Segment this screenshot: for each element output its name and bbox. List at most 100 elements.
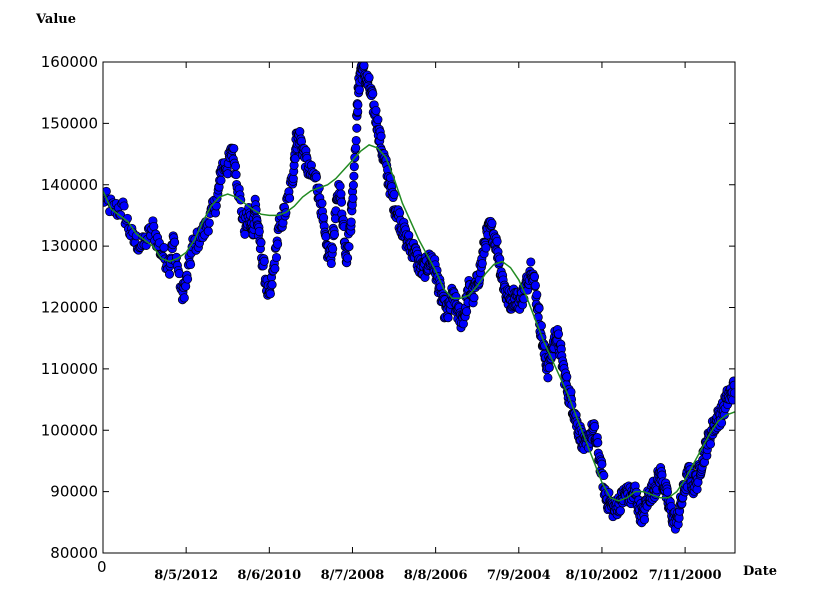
scatter-point bbox=[376, 131, 386, 141]
x-tick-label: 8/8/2006 bbox=[404, 568, 468, 583]
scatter-point bbox=[186, 259, 196, 270]
scatter-point bbox=[295, 127, 305, 137]
y-axis-title: Value bbox=[35, 12, 76, 27]
scatter-point bbox=[348, 193, 358, 203]
scatter-point bbox=[335, 181, 345, 191]
y-tick-label: 130000 bbox=[41, 237, 98, 255]
scatter-point bbox=[329, 229, 340, 239]
scatter-point bbox=[336, 189, 346, 199]
scatter-point bbox=[395, 208, 405, 218]
scatter-point bbox=[534, 303, 544, 313]
scatter-point bbox=[451, 292, 461, 302]
scatter-point bbox=[265, 289, 275, 299]
scatter-point bbox=[149, 221, 159, 232]
scatter-point bbox=[389, 189, 399, 200]
scatter-point bbox=[351, 143, 361, 153]
scatter-point bbox=[597, 459, 607, 469]
scatter-point bbox=[443, 313, 453, 323]
scatter-point bbox=[353, 100, 363, 110]
scatter-point bbox=[256, 238, 266, 248]
x-axis: 8/5/2012 8/6/2010 8/7/2008 8/8/2006 7/9/2004… bbox=[154, 62, 722, 583]
scatter-point bbox=[159, 243, 169, 253]
scatter-point bbox=[487, 218, 497, 228]
scatter-point bbox=[183, 274, 193, 284]
y-tick-label: 100000 bbox=[41, 421, 98, 439]
scatter-point bbox=[164, 269, 175, 279]
scatter-point bbox=[662, 487, 673, 497]
scatter-point bbox=[364, 72, 374, 83]
y-tick-label: 120000 bbox=[41, 299, 98, 317]
y-tick-label: 80000 bbox=[50, 544, 98, 562]
scatter-point bbox=[336, 197, 347, 207]
scatter-point bbox=[267, 280, 277, 290]
x-origin-label: 0 bbox=[97, 558, 107, 576]
scatter-point bbox=[354, 85, 364, 95]
scatter-point bbox=[317, 198, 327, 208]
scatter-point bbox=[729, 380, 735, 390]
y-tick-label: 110000 bbox=[41, 360, 98, 378]
scatter-point bbox=[231, 170, 241, 180]
scatter-point bbox=[328, 244, 338, 254]
scatter-point bbox=[326, 258, 336, 269]
scatter-point bbox=[352, 123, 362, 133]
scatter-point bbox=[346, 217, 356, 227]
scatter-point bbox=[532, 290, 542, 300]
scatter-point bbox=[351, 135, 361, 146]
scatter-point bbox=[229, 143, 239, 154]
scatter-point bbox=[404, 230, 414, 240]
scatter-point bbox=[254, 226, 264, 237]
x-tick-label: 8/7/2008 bbox=[321, 568, 385, 583]
scatter-point bbox=[526, 257, 536, 267]
scatter-point bbox=[119, 201, 129, 211]
scatter-point bbox=[343, 253, 353, 263]
scatter-point bbox=[170, 237, 180, 247]
y-axis: 80000 90000 100000 110000 120000 130000 140000… bbox=[41, 53, 735, 562]
scatter-point bbox=[544, 363, 554, 373]
x-tick-label: 8/6/2010 bbox=[237, 568, 301, 583]
scatter-point bbox=[230, 161, 241, 171]
scatter-point bbox=[529, 272, 540, 282]
y-tick-label: 160000 bbox=[41, 53, 98, 71]
scatter-point bbox=[273, 239, 283, 249]
scatter-point bbox=[311, 172, 321, 182]
scatter-point bbox=[319, 213, 329, 223]
y-tick-label: 140000 bbox=[41, 176, 98, 194]
scatter-point bbox=[359, 62, 369, 71]
scatter-point bbox=[271, 252, 282, 263]
scatter-point bbox=[371, 105, 381, 116]
scatter-point bbox=[204, 218, 214, 228]
scatter-point bbox=[469, 293, 479, 303]
scatter-point bbox=[368, 89, 378, 99]
scatter-point bbox=[203, 226, 213, 236]
scatter-point bbox=[481, 243, 491, 253]
scatter-point bbox=[321, 232, 331, 242]
scatter-point bbox=[590, 422, 600, 432]
scatter-point bbox=[562, 372, 572, 382]
scatter-series bbox=[103, 62, 735, 534]
scatter-point bbox=[543, 373, 553, 383]
scatter-point bbox=[349, 171, 359, 181]
plot-area bbox=[103, 62, 735, 534]
x-tick-label: 8/5/2012 bbox=[154, 568, 218, 583]
scatter-point bbox=[705, 439, 716, 449]
scatter-point bbox=[462, 306, 472, 317]
scatter-point bbox=[593, 438, 603, 448]
x-tick-label: 8/10/2002 bbox=[566, 568, 639, 583]
y-tick-label: 150000 bbox=[41, 114, 98, 132]
scatter-point bbox=[344, 242, 354, 252]
plot-frame bbox=[102, 61, 736, 554]
x-tick-label: 7/9/2004 bbox=[487, 568, 551, 583]
scatter-point bbox=[615, 506, 625, 516]
scatter-point bbox=[259, 256, 269, 266]
scatter-point bbox=[530, 280, 540, 291]
scatter-point bbox=[477, 258, 487, 269]
scatter-point bbox=[285, 193, 295, 203]
scatter-point bbox=[492, 236, 502, 246]
scatter-point bbox=[240, 229, 250, 239]
x-axis-title: Date bbox=[743, 564, 777, 579]
scatter-point bbox=[348, 180, 358, 190]
y-tick-label: 90000 bbox=[50, 483, 98, 501]
trend-line bbox=[103, 144, 735, 502]
x-tick-label: 7/11/2000 bbox=[649, 568, 722, 583]
